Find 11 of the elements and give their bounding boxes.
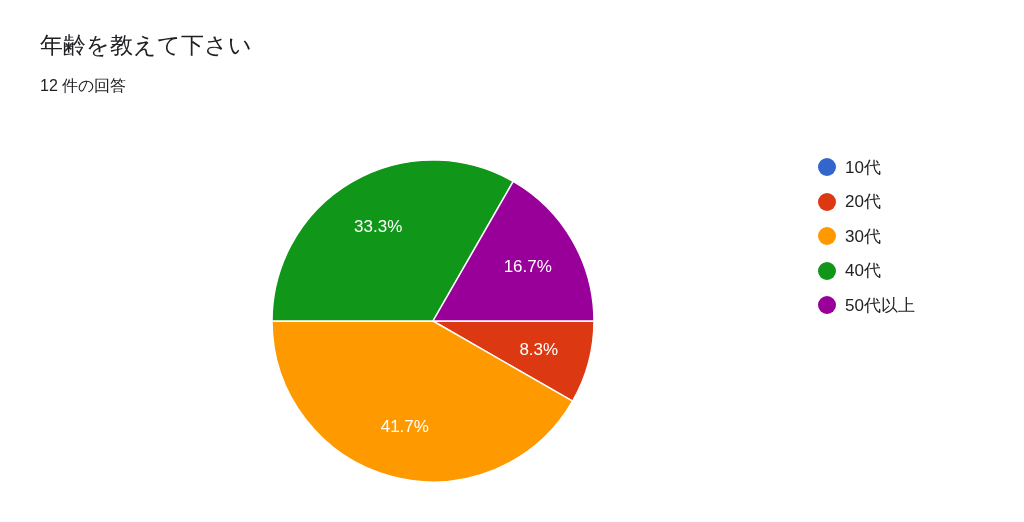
legend-label: 40代 (845, 260, 881, 283)
legend-label: 20代 (845, 191, 881, 214)
legend-label: 10代 (845, 156, 881, 179)
legend-label: 30代 (845, 225, 881, 248)
data-label: 41.7% (380, 417, 429, 437)
data-label: 8.3% (519, 339, 559, 359)
data-label: 16.7% (503, 256, 552, 276)
data-label: 33.3% (354, 216, 403, 236)
text: 12 件の回答 (40, 76, 127, 96)
chart-title: 年齢を教えて下さい (40, 31, 252, 60)
legend-label: 50代以上 (845, 294, 915, 317)
